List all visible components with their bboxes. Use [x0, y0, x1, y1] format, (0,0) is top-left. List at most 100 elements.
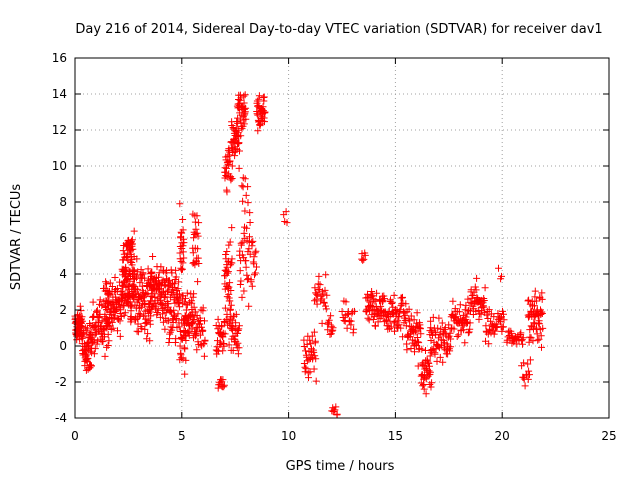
- data-point: [261, 108, 269, 116]
- data-point: [194, 232, 202, 240]
- data-point: [165, 317, 173, 325]
- data-point: [171, 311, 179, 319]
- data-point: [182, 294, 189, 302]
- y-tick-label: -2: [55, 375, 67, 389]
- data-point: [224, 161, 232, 169]
- x-tick-labels: 0 5 10 15 20 25: [71, 429, 616, 443]
- data-point: [333, 410, 341, 418]
- data-point: [191, 261, 199, 269]
- data-point: [480, 297, 488, 304]
- data-point: [174, 310, 182, 318]
- data-point: [185, 331, 193, 339]
- data-point: [99, 325, 107, 333]
- data-point: [80, 330, 88, 338]
- data-point: [222, 172, 230, 179]
- data-point: [90, 336, 98, 344]
- data-point: [104, 342, 112, 349]
- data-point: [461, 306, 469, 314]
- y-tick-label: 14: [52, 87, 67, 101]
- data-point: [433, 357, 441, 365]
- data-point: [122, 263, 130, 271]
- data-point: [252, 247, 260, 255]
- data-point: [453, 333, 461, 340]
- data-point: [103, 280, 110, 288]
- data-point: [435, 314, 443, 322]
- data-point: [254, 102, 262, 110]
- data-point: [378, 307, 386, 315]
- data-point: [238, 182, 246, 190]
- data-point: [538, 295, 546, 303]
- data-point: [193, 212, 201, 220]
- data-point: [221, 304, 229, 312]
- data-point: [220, 342, 228, 350]
- data-point: [439, 358, 447, 366]
- data-point: [250, 253, 258, 261]
- data-point: [176, 200, 184, 208]
- data-point: [147, 312, 155, 320]
- data-point: [255, 95, 263, 103]
- data-point: [242, 115, 250, 123]
- data-point: [93, 306, 101, 314]
- data-point: [431, 350, 439, 358]
- data-point: [407, 312, 415, 320]
- data-point: [136, 279, 144, 287]
- data-point: [241, 175, 249, 183]
- data-point: [179, 216, 187, 223]
- data-point: [248, 242, 256, 250]
- data-point: [428, 379, 436, 387]
- data-point: [450, 325, 458, 333]
- data-point: [249, 237, 257, 245]
- data-point: [405, 305, 413, 313]
- data-point: [172, 315, 180, 322]
- data-point: [445, 321, 453, 329]
- data-point: [307, 340, 315, 348]
- data-point: [89, 298, 97, 306]
- x-tick-label: 15: [388, 429, 403, 443]
- data-point: [149, 253, 157, 260]
- data-point: [223, 188, 231, 196]
- data-point: [345, 310, 352, 318]
- data-point: [310, 328, 318, 336]
- data-point: [475, 315, 483, 323]
- data-point: [498, 327, 506, 335]
- data-point: [190, 290, 198, 298]
- data-point: [462, 301, 470, 309]
- data-point: [246, 250, 254, 258]
- data-point: [244, 183, 252, 191]
- x-tick-label: 25: [601, 429, 616, 443]
- data-point: [398, 294, 406, 302]
- data-point: [235, 164, 243, 172]
- data-point: [196, 331, 204, 339]
- data-point: [179, 242, 187, 250]
- data-point: [114, 327, 121, 335]
- data-point: [411, 348, 418, 356]
- data-point: [231, 152, 239, 160]
- data-point: [178, 266, 185, 274]
- data-point: [311, 352, 319, 360]
- data-point: [426, 368, 434, 376]
- data-point: [538, 289, 546, 297]
- data-point: [490, 330, 498, 338]
- data-point: [200, 340, 208, 348]
- data-point: [531, 302, 538, 310]
- data-point: [96, 296, 104, 304]
- data-point: [395, 321, 403, 329]
- data-point: [227, 176, 235, 184]
- data-point: [223, 310, 231, 318]
- data-point: [306, 336, 314, 344]
- data-point: [328, 327, 336, 335]
- data-point: [499, 323, 507, 331]
- data-point: [235, 325, 243, 333]
- data-point: [240, 99, 248, 107]
- data-point: [224, 269, 231, 277]
- data-point: [261, 118, 268, 126]
- data-point: [236, 147, 243, 155]
- data-point: [310, 365, 318, 373]
- data-point: [158, 289, 166, 297]
- data-point: [77, 307, 85, 315]
- data-point: [144, 330, 152, 338]
- data-point: [201, 336, 209, 344]
- data-point: [490, 313, 498, 321]
- data-point: [152, 302, 160, 310]
- data-point: [179, 265, 186, 273]
